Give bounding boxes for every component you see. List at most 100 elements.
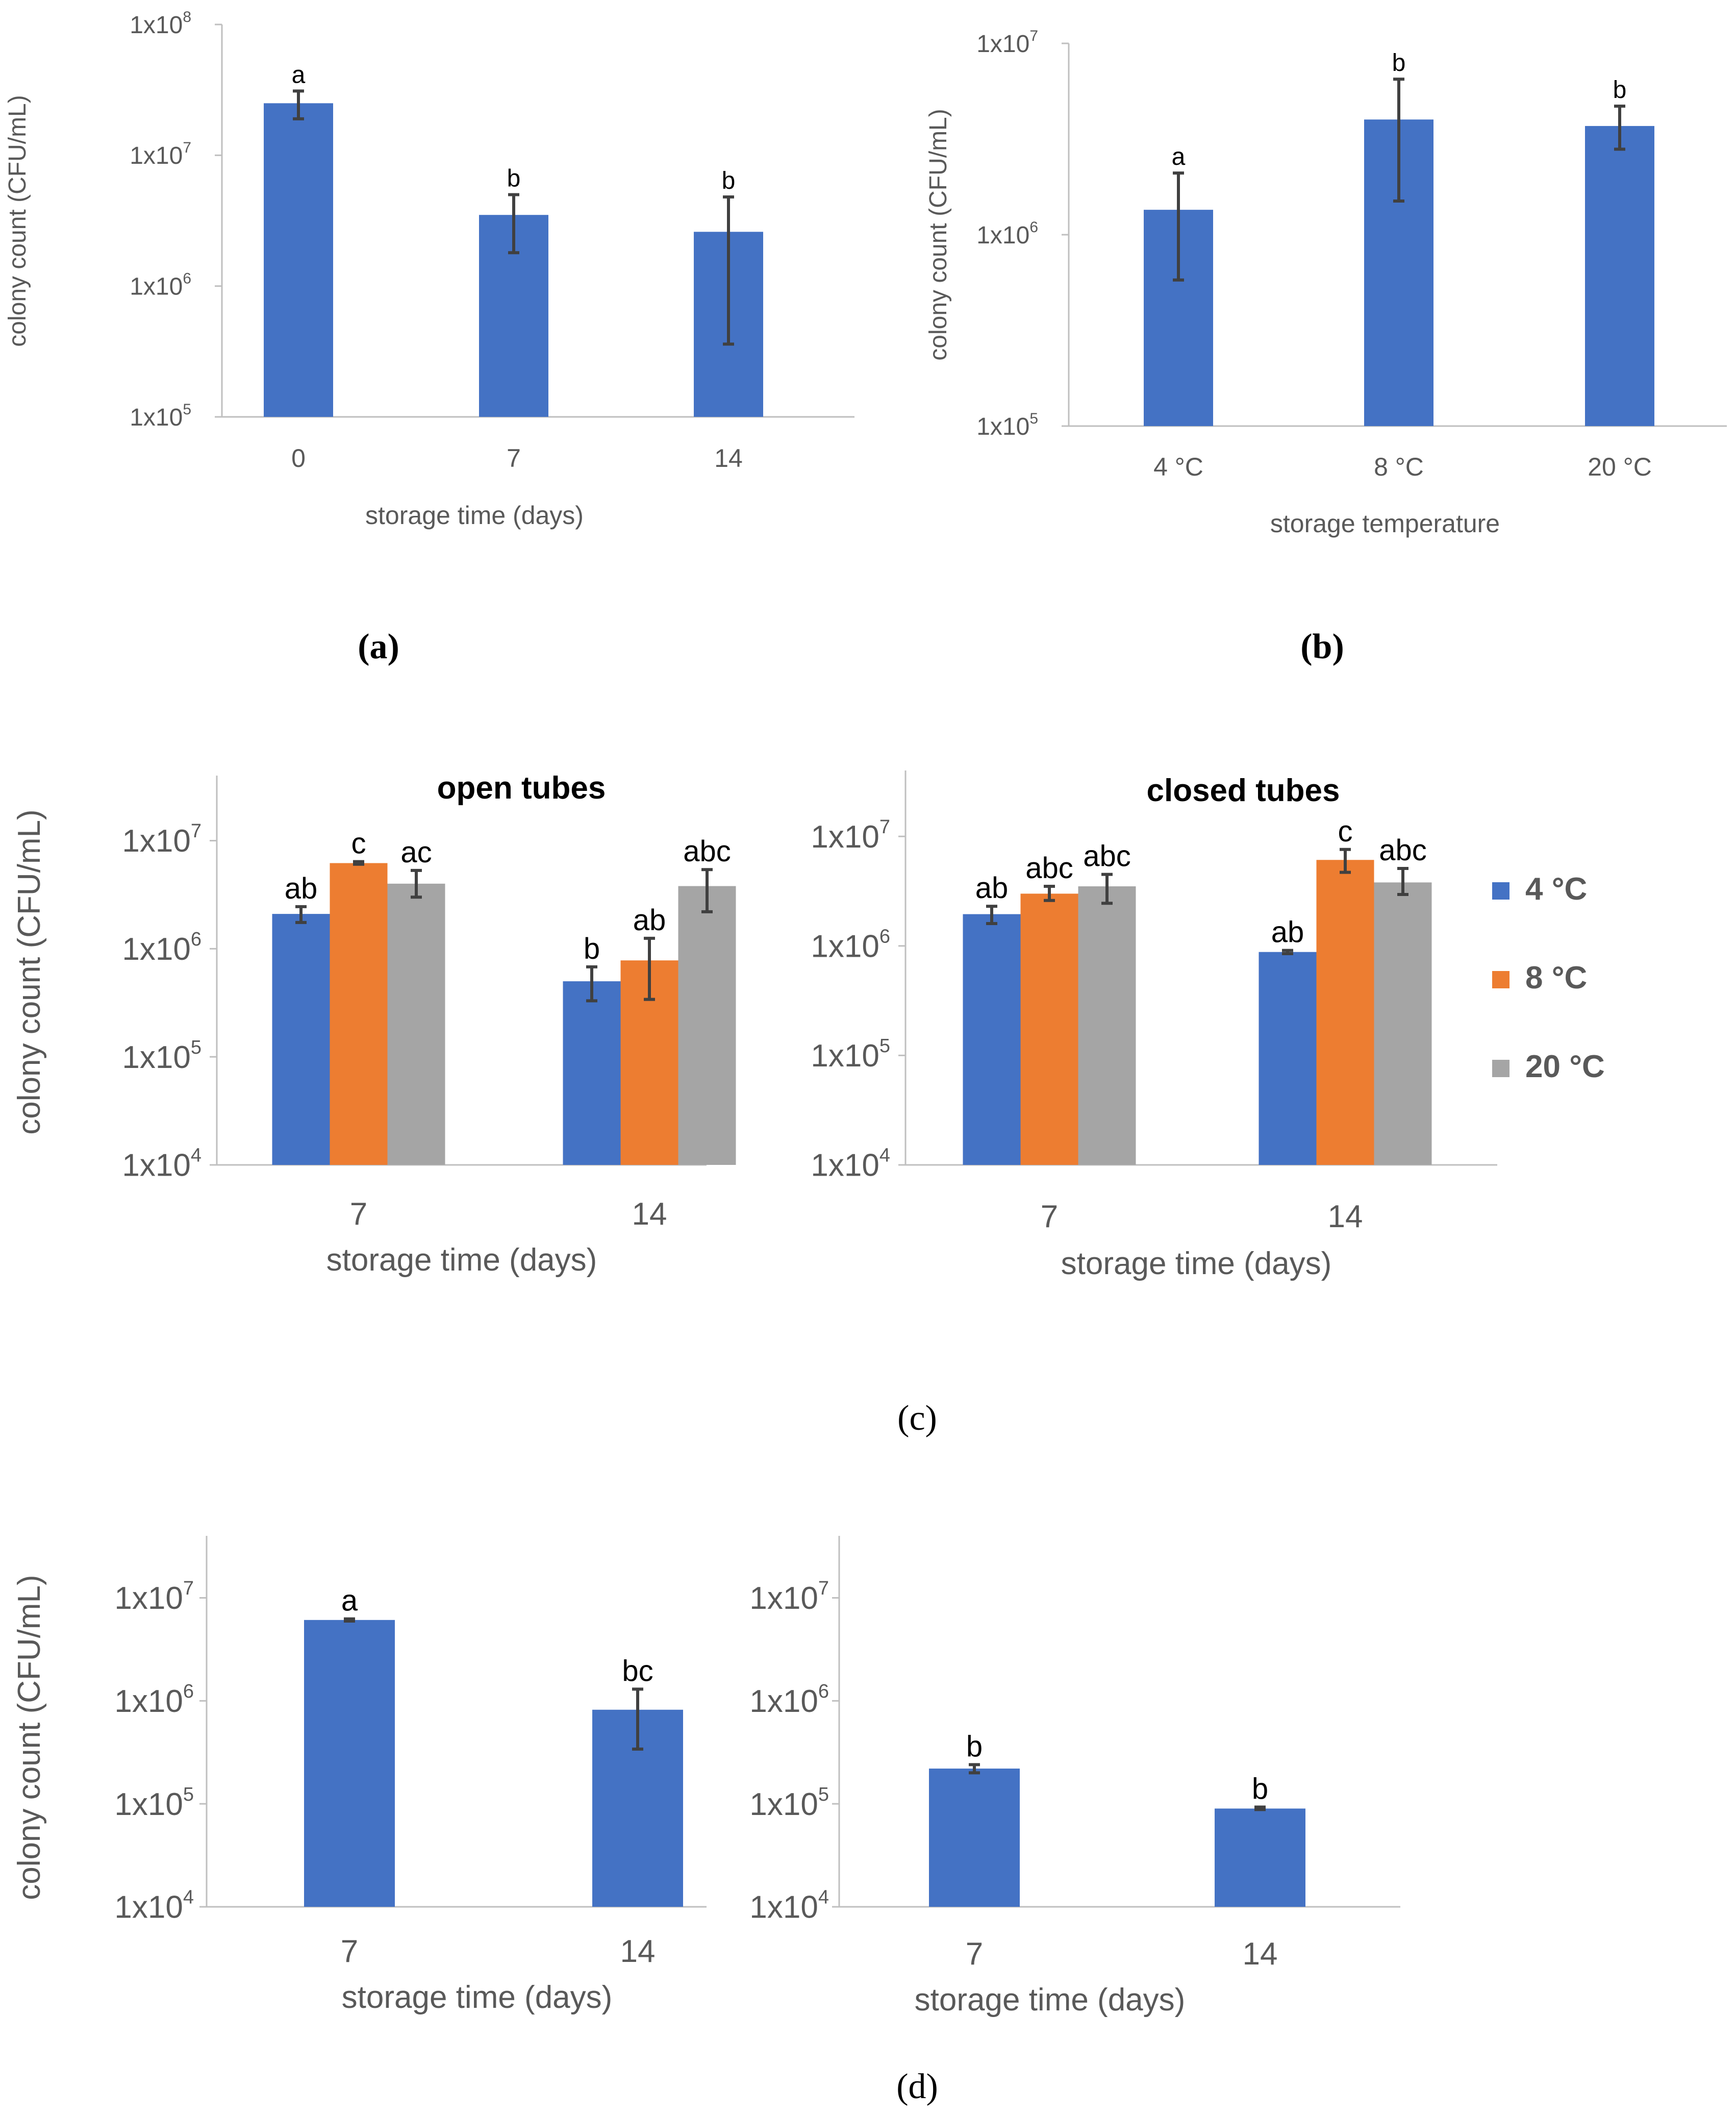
legend: 4 °C 8 °C 20 °C — [1492, 872, 1605, 1084]
y-tick-label: 1x107 — [811, 816, 890, 855]
chart-b: 1x105 1x106 1x107 colony count (CFU/mL) stor… — [925, 28, 1727, 538]
y-tick-label-text: 1x105 — [976, 410, 1038, 440]
x-axis-label: storage time (days) — [1061, 1246, 1332, 1281]
x-tick-label: 4 °C — [1153, 453, 1203, 481]
legend-swatch — [1492, 1060, 1509, 1077]
x-axis-label: storage time (days) — [915, 1982, 1186, 2018]
significance-label: abc — [1083, 840, 1131, 873]
significance-label: abc — [1025, 852, 1073, 885]
legend-swatch — [1492, 882, 1509, 900]
bar — [387, 883, 445, 1165]
y-tick-label: 1x104 — [122, 1145, 202, 1183]
x-tick-label: 7 — [341, 1934, 358, 1969]
legend-label: 4 °C — [1525, 872, 1587, 907]
x-tick-label: 14 — [1243, 1936, 1278, 1972]
y-tick-label-text: 1x107 — [130, 139, 191, 169]
legend-swatch — [1492, 971, 1509, 988]
significance-label: c — [351, 827, 366, 860]
significance-label: a — [292, 61, 306, 88]
bar — [1316, 860, 1374, 1165]
x-tick-label: 20 °C — [1588, 453, 1652, 481]
y-tick-label-text: 1x105 — [114, 1784, 194, 1822]
bar — [929, 1769, 1020, 1907]
y-tick-label-text: 1x105 — [130, 401, 191, 431]
y-tick-label: 1x104 — [114, 1887, 194, 1925]
significance-label: c — [1338, 815, 1353, 848]
bar — [264, 103, 333, 417]
significance-label: a — [1172, 143, 1186, 170]
chart-d2: 1x104 1x105 1x106 1x107 storage time (days) 7… — [749, 1536, 1400, 2018]
significance-label: ab — [285, 872, 318, 905]
bar — [330, 863, 388, 1165]
x-tick-label: 14 — [632, 1197, 667, 1232]
x-axis-label: storage time (days) — [365, 501, 584, 530]
chart-d1: 1x104 1x105 1x106 1x107 colony count (CFU/mL… — [12, 1536, 707, 2015]
significance-label: ab — [633, 904, 666, 937]
y-tick-label: 1x105 — [811, 1035, 890, 1074]
bar — [1020, 893, 1078, 1165]
caption-c: (c) — [897, 1399, 937, 1438]
significance-label: b — [507, 165, 521, 192]
caption-a: (a) — [358, 627, 399, 666]
y-tick-label: 1x106 — [976, 219, 1038, 249]
x-tick-label: 14 — [1328, 1199, 1363, 1234]
legend-label: 20 °C — [1525, 1049, 1605, 1084]
x-axis-label: storage temperature — [1270, 509, 1500, 538]
y-tick-label: 1x107 — [130, 139, 191, 169]
significance-label: b — [966, 1730, 983, 1763]
y-tick-label-text: 1x106 — [122, 929, 202, 967]
y-tick-label-text: 1x106 — [811, 926, 890, 964]
y-tick-label-text: 1x107 — [976, 28, 1038, 58]
bar — [1585, 126, 1654, 427]
bar — [1215, 1808, 1305, 1907]
y-tick-label-text: 1x104 — [749, 1887, 829, 1925]
significance-label: b — [1252, 1773, 1268, 1806]
x-tick-label: 7 — [966, 1936, 983, 1972]
y-axis-label: colony count (CFU/mL) — [12, 809, 47, 1134]
y-axis-label: colony count (CFU/mL) — [12, 1575, 47, 1900]
y-tick-label: 1x106 — [122, 929, 202, 967]
y-axis-label: colony count (CFU/mL) — [925, 109, 952, 360]
y-tick-label-text: 1x107 — [749, 1578, 829, 1616]
y-tick-label-text: 1x106 — [976, 219, 1038, 249]
y-tick-label-text: 1x107 — [122, 820, 202, 859]
significance-label: ab — [975, 872, 1009, 905]
x-axis-label: storage time (days) — [342, 1980, 613, 2015]
significance-label: abc — [683, 835, 731, 868]
x-axis-label: storage time (days) — [326, 1242, 597, 1278]
y-tick-label: 1x105 — [114, 1784, 194, 1822]
y-tick-label: 1x106 — [130, 270, 191, 300]
significance-label: b — [584, 932, 600, 965]
chart-title: open tubes — [437, 770, 606, 806]
y-tick-label: 1x104 — [811, 1145, 890, 1183]
bar — [1078, 886, 1136, 1165]
significance-label: b — [1613, 77, 1627, 104]
y-tick-label-text: 1x104 — [811, 1145, 890, 1183]
y-tick-label: 1x104 — [749, 1887, 829, 1925]
significance-label: b — [1392, 49, 1406, 77]
y-tick-label-text: 1x108 — [130, 9, 191, 39]
x-tick-label: 7 — [507, 444, 521, 472]
y-tick-label: 1x107 — [749, 1578, 829, 1616]
x-tick-label: 7 — [1041, 1199, 1058, 1234]
x-tick-label: 8 °C — [1374, 453, 1424, 481]
y-tick-label-text: 1x107 — [811, 816, 890, 855]
y-tick-label: 1x105 — [130, 401, 191, 431]
x-tick-label: 0 — [291, 444, 306, 472]
chart-c2: 1x104 1x105 1x106 1x107 storage time (days) c… — [811, 770, 1605, 1281]
caption-b: (b) — [1300, 627, 1344, 666]
significance-label: a — [341, 1584, 358, 1618]
x-tick-label: 14 — [714, 444, 743, 472]
y-tick-label-text: 1x105 — [122, 1037, 202, 1075]
bar — [963, 914, 1021, 1165]
significance-label: ac — [400, 836, 432, 869]
y-tick-label: 1x107 — [122, 820, 202, 859]
bar — [1374, 882, 1432, 1165]
y-tick-label: 1x108 — [130, 9, 191, 39]
y-tick-label-text: 1x105 — [811, 1035, 890, 1074]
significance-label: bc — [622, 1654, 653, 1687]
x-tick-label: 14 — [620, 1934, 656, 1969]
y-tick-label: 1x105 — [122, 1037, 202, 1075]
x-tick-label: 7 — [350, 1197, 367, 1232]
